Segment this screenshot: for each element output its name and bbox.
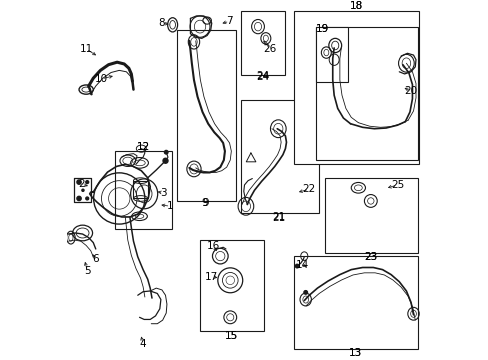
Text: 18: 18: [349, 1, 363, 11]
Text: 13: 13: [348, 348, 362, 358]
Circle shape: [164, 150, 168, 154]
Text: 24: 24: [256, 72, 269, 82]
Text: 23: 23: [364, 252, 377, 262]
Text: 19: 19: [315, 24, 328, 34]
Text: 3: 3: [160, 188, 166, 198]
Text: 5: 5: [84, 266, 90, 276]
Text: 9: 9: [202, 198, 208, 208]
Bar: [200, 240, 264, 331]
Text: 12: 12: [136, 141, 149, 152]
Bar: [315, 27, 417, 160]
Text: 16: 16: [206, 241, 220, 251]
Bar: [324, 178, 417, 253]
Circle shape: [85, 181, 88, 184]
Text: 2: 2: [78, 179, 85, 189]
Bar: [315, 27, 347, 82]
Text: 18: 18: [349, 1, 363, 11]
Bar: [114, 151, 171, 229]
Text: 11: 11: [80, 44, 93, 54]
Circle shape: [77, 180, 81, 184]
Text: 15: 15: [224, 331, 237, 341]
Circle shape: [163, 158, 168, 163]
Text: 1: 1: [167, 201, 173, 211]
Text: 24: 24: [256, 71, 269, 81]
Text: 26: 26: [263, 44, 276, 54]
Bar: [294, 256, 417, 348]
Text: 21: 21: [272, 212, 285, 222]
Text: 23: 23: [364, 252, 377, 262]
Text: 7: 7: [226, 16, 232, 26]
Bar: [177, 30, 235, 201]
Bar: [241, 10, 285, 75]
Text: 6: 6: [92, 254, 99, 264]
Text: 4: 4: [140, 339, 146, 349]
Bar: [241, 100, 319, 213]
Circle shape: [295, 264, 298, 268]
Text: 22: 22: [302, 184, 315, 194]
Circle shape: [85, 197, 88, 200]
Text: 13: 13: [348, 348, 362, 358]
Text: 19: 19: [315, 24, 328, 34]
Text: 17: 17: [205, 272, 218, 282]
Text: 8: 8: [158, 18, 165, 28]
Text: 21: 21: [272, 213, 285, 223]
Circle shape: [77, 196, 81, 201]
Text: 9: 9: [201, 198, 207, 208]
Text: 20: 20: [404, 86, 417, 96]
Circle shape: [304, 291, 307, 294]
Text: 15: 15: [224, 331, 237, 341]
Text: 14: 14: [295, 260, 308, 270]
Bar: [294, 10, 418, 163]
Text: 10: 10: [95, 74, 108, 84]
Text: 12: 12: [136, 141, 149, 152]
Text: 25: 25: [390, 180, 403, 190]
Circle shape: [81, 189, 84, 192]
